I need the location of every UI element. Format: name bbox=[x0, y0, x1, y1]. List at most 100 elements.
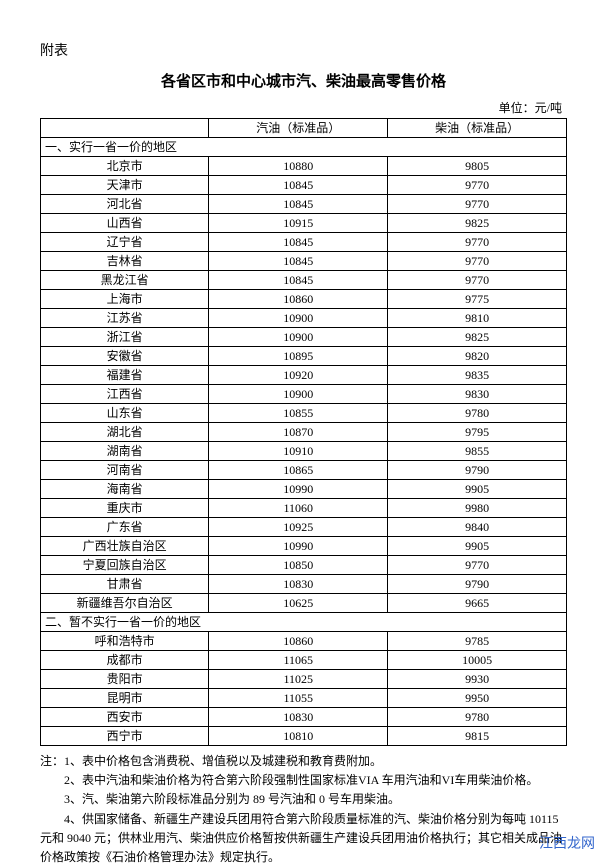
region-cell: 广西壮族自治区 bbox=[41, 537, 209, 556]
region-cell: 江苏省 bbox=[41, 309, 209, 328]
region-cell: 上海市 bbox=[41, 290, 209, 309]
section-header-row: 二、暂不实行一省一价的地区 bbox=[41, 613, 567, 632]
page-title: 各省区市和中心城市汽、柴油最高零售价格 bbox=[40, 70, 567, 91]
gasoline-cell: 10625 bbox=[209, 594, 388, 613]
table-row: 浙江省109009825 bbox=[41, 328, 567, 347]
diesel-cell: 9825 bbox=[388, 328, 567, 347]
region-cell: 西宁市 bbox=[41, 727, 209, 746]
diesel-cell: 9795 bbox=[388, 423, 567, 442]
table-row: 贵阳市110259930 bbox=[41, 670, 567, 689]
table-row: 成都市1106510005 bbox=[41, 651, 567, 670]
diesel-cell: 9825 bbox=[388, 214, 567, 233]
diesel-cell: 10005 bbox=[388, 651, 567, 670]
region-cell: 昆明市 bbox=[41, 689, 209, 708]
diesel-cell: 9840 bbox=[388, 518, 567, 537]
gasoline-cell: 10845 bbox=[209, 176, 388, 195]
table-row: 天津市108459770 bbox=[41, 176, 567, 195]
region-cell: 湖北省 bbox=[41, 423, 209, 442]
col-header-region bbox=[41, 119, 209, 138]
col-header-gasoline: 汽油（标准品） bbox=[209, 119, 388, 138]
table-row: 江西省109009830 bbox=[41, 385, 567, 404]
diesel-cell: 9770 bbox=[388, 271, 567, 290]
region-cell: 天津市 bbox=[41, 176, 209, 195]
region-cell: 成都市 bbox=[41, 651, 209, 670]
gasoline-cell: 11060 bbox=[209, 499, 388, 518]
gasoline-cell: 10860 bbox=[209, 290, 388, 309]
diesel-cell: 9810 bbox=[388, 309, 567, 328]
table-row: 湖北省108709795 bbox=[41, 423, 567, 442]
region-cell: 宁夏回族自治区 bbox=[41, 556, 209, 575]
gasoline-cell: 10845 bbox=[209, 252, 388, 271]
table-row: 重庆市110609980 bbox=[41, 499, 567, 518]
gasoline-cell: 10910 bbox=[209, 442, 388, 461]
gasoline-cell: 10990 bbox=[209, 537, 388, 556]
gasoline-cell: 10830 bbox=[209, 708, 388, 727]
table-row: 昆明市110559950 bbox=[41, 689, 567, 708]
diesel-cell: 9770 bbox=[388, 556, 567, 575]
diesel-cell: 9770 bbox=[388, 176, 567, 195]
region-cell: 西安市 bbox=[41, 708, 209, 727]
gasoline-cell: 10990 bbox=[209, 480, 388, 499]
table-row: 西宁市108109815 bbox=[41, 727, 567, 746]
region-cell: 江西省 bbox=[41, 385, 209, 404]
diesel-cell: 9905 bbox=[388, 537, 567, 556]
gasoline-cell: 10900 bbox=[209, 328, 388, 347]
unit-label: 单位：元/吨 bbox=[40, 99, 567, 116]
region-cell: 辽宁省 bbox=[41, 233, 209, 252]
diesel-cell: 9830 bbox=[388, 385, 567, 404]
section-header-row: 一、实行一省一价的地区 bbox=[41, 138, 567, 157]
gasoline-cell: 10915 bbox=[209, 214, 388, 233]
diesel-cell: 9665 bbox=[388, 594, 567, 613]
table-row: 上海市108609775 bbox=[41, 290, 567, 309]
region-cell: 湖南省 bbox=[41, 442, 209, 461]
diesel-cell: 9855 bbox=[388, 442, 567, 461]
diesel-cell: 9835 bbox=[388, 366, 567, 385]
table-row: 河北省108459770 bbox=[41, 195, 567, 214]
gasoline-cell: 10865 bbox=[209, 461, 388, 480]
diesel-cell: 9930 bbox=[388, 670, 567, 689]
table-row: 河南省108659790 bbox=[41, 461, 567, 480]
table-row: 甘肃省108309790 bbox=[41, 575, 567, 594]
table-row: 海南省109909905 bbox=[41, 480, 567, 499]
notes-section: 注：1、表中价格包含消费税、增值税以及城建税和教育费附加。 2、表中汽油和柴油价… bbox=[40, 752, 567, 867]
gasoline-cell: 10845 bbox=[209, 233, 388, 252]
diesel-cell: 9770 bbox=[388, 233, 567, 252]
region-cell: 河北省 bbox=[41, 195, 209, 214]
note-line-1: 注：1、表中价格包含消费税、增值税以及城建税和教育费附加。 bbox=[40, 752, 567, 771]
gasoline-cell: 10895 bbox=[209, 347, 388, 366]
region-cell: 广东省 bbox=[41, 518, 209, 537]
region-cell: 浙江省 bbox=[41, 328, 209, 347]
diesel-cell: 9770 bbox=[388, 252, 567, 271]
region-cell: 贵阳市 bbox=[41, 670, 209, 689]
note-line-2: 2、表中汽油和柴油价格为符合第六阶段强制性国家标准VIA 车用汽油和VI车用柴油… bbox=[40, 771, 567, 790]
region-cell: 吉林省 bbox=[41, 252, 209, 271]
table-header-row: 汽油（标准品） 柴油（标准品） bbox=[41, 119, 567, 138]
gasoline-cell: 10855 bbox=[209, 404, 388, 423]
diesel-cell: 9980 bbox=[388, 499, 567, 518]
watermark-logo: 江西龙网 bbox=[539, 833, 595, 853]
diesel-cell: 9770 bbox=[388, 195, 567, 214]
diesel-cell: 9780 bbox=[388, 708, 567, 727]
table-row: 山东省108559780 bbox=[41, 404, 567, 423]
region-cell: 山西省 bbox=[41, 214, 209, 233]
table-row: 西安市108309780 bbox=[41, 708, 567, 727]
region-cell: 重庆市 bbox=[41, 499, 209, 518]
gasoline-cell: 10850 bbox=[209, 556, 388, 575]
diesel-cell: 9815 bbox=[388, 727, 567, 746]
table-row: 福建省109209835 bbox=[41, 366, 567, 385]
table-row: 黑龙江省108459770 bbox=[41, 271, 567, 290]
region-cell: 福建省 bbox=[41, 366, 209, 385]
diesel-cell: 9950 bbox=[388, 689, 567, 708]
diesel-cell: 9775 bbox=[388, 290, 567, 309]
gasoline-cell: 10870 bbox=[209, 423, 388, 442]
diesel-cell: 9790 bbox=[388, 461, 567, 480]
diesel-cell: 9820 bbox=[388, 347, 567, 366]
gasoline-cell: 10845 bbox=[209, 271, 388, 290]
gasoline-cell: 10830 bbox=[209, 575, 388, 594]
appendix-label: 附表 bbox=[40, 40, 567, 60]
region-cell: 河南省 bbox=[41, 461, 209, 480]
region-cell: 甘肃省 bbox=[41, 575, 209, 594]
col-header-diesel: 柴油（标准品） bbox=[388, 119, 567, 138]
section-header-cell: 二、暂不实行一省一价的地区 bbox=[41, 613, 567, 632]
gasoline-cell: 10845 bbox=[209, 195, 388, 214]
